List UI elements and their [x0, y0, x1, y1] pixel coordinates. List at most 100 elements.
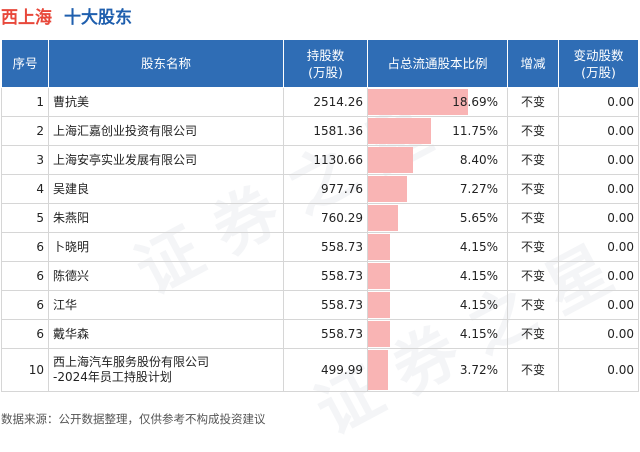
shares-cell: 1581.36: [283, 116, 368, 146]
ratio-bar: [368, 118, 431, 144]
ratio-cell: 3.72%: [367, 348, 508, 392]
table-row: 4 吴建良 977.76 7.27% 不变 0.00: [1, 174, 639, 204]
ratio-value: 7.27%: [459, 181, 498, 196]
ratio-value: 18.69%: [452, 94, 498, 109]
col-header-change: 增减: [507, 39, 559, 88]
shareholders-table: 序号 股东名称 持股数 (万股) 占总流通股本比例 增减 变动股数 (万股) 1…: [1, 39, 639, 392]
ratio-cell: 7.27%: [367, 174, 508, 204]
rank-cell: 3: [1, 145, 49, 175]
shares-cell: 2514.26: [283, 87, 368, 117]
table-row: 3 上海安亭实业发展有限公司 1130.66 8.40% 不变 0.00: [1, 145, 639, 175]
shares-cell: 760.29: [283, 203, 368, 233]
change-amount-cell: 0.00: [558, 348, 639, 392]
col-header-amount: 变动股数 (万股): [558, 39, 639, 88]
shares-cell: 558.73: [283, 261, 368, 291]
ratio-value: 3.72%: [459, 362, 498, 377]
table-row: 1 曹抗美 2514.26 18.69% 不变 0.00: [1, 87, 639, 117]
change-cell: 不变: [507, 348, 559, 392]
ratio-value: 4.15%: [459, 297, 498, 312]
rank-cell: 6: [1, 232, 49, 262]
holder-name-cell: 上海安亭实业发展有限公司: [48, 145, 284, 175]
ratio-cell: 4.15%: [367, 261, 508, 291]
holder-name-cell: 卜晓明: [48, 232, 284, 262]
change-amount-cell: 0.00: [558, 145, 639, 175]
company-name: 西上海: [1, 7, 52, 28]
shares-cell: 499.99: [283, 348, 368, 392]
shares-cell: 1130.66: [283, 145, 368, 175]
holder-name-cell: 吴建良: [48, 174, 284, 204]
ratio-cell: 5.65%: [367, 203, 508, 233]
ratio-value: 4.15%: [459, 268, 498, 283]
change-cell: 不变: [507, 261, 559, 291]
data-source-note: 数据来源：公开数据整理，仅供参考不构成投资建议: [1, 412, 266, 426]
change-cell: 不变: [507, 87, 559, 117]
change-amount-cell: 0.00: [558, 174, 639, 204]
holder-name-cell: 西上海汽车服务股份有限公司 -2024年员工持股计划: [48, 348, 284, 392]
rank-cell: 6: [1, 261, 49, 291]
change-amount-cell: 0.00: [558, 232, 639, 262]
table-row: 10 西上海汽车服务股份有限公司 -2024年员工持股计划 499.99 3.72% 不…: [1, 348, 639, 392]
rank-cell: 10: [1, 348, 49, 392]
table-header-row: 序号 股东名称 持股数 (万股) 占总流通股本比例 增减 变动股数 (万股): [1, 39, 639, 88]
ratio-cell: 4.15%: [367, 290, 508, 320]
change-amount-cell: 0.00: [558, 116, 639, 146]
change-cell: 不变: [507, 290, 559, 320]
rank-cell: 2: [1, 116, 49, 146]
ratio-value: 4.15%: [459, 326, 498, 341]
ratio-bar: [368, 176, 407, 202]
change-cell: 不变: [507, 319, 559, 349]
ratio-value: 4.15%: [459, 239, 498, 254]
ratio-bar: [368, 321, 391, 347]
ratio-bar: [368, 205, 399, 231]
ratio-cell: 8.40%: [367, 145, 508, 175]
table-row: 6 江华 558.73 4.15% 不变 0.00: [1, 290, 639, 320]
ratio-cell: 11.75%: [367, 116, 508, 146]
holder-name-cell: 朱燕阳: [48, 203, 284, 233]
shares-cell: 977.76: [283, 174, 368, 204]
ratio-cell: 4.15%: [367, 319, 508, 349]
col-header-ratio: 占总流通股本比例: [367, 39, 508, 88]
page-title: 西上海 十大股东: [1, 3, 132, 28]
holder-name-cell: 上海汇嘉创业投资有限公司: [48, 116, 284, 146]
rank-cell: 5: [1, 203, 49, 233]
ratio-bar: [368, 292, 391, 318]
table-row: 6 陈德兴 558.73 4.15% 不变 0.00: [1, 261, 639, 291]
rank-cell: 6: [1, 290, 49, 320]
change-amount-cell: 0.00: [558, 290, 639, 320]
rank-cell: 6: [1, 319, 49, 349]
rank-cell: 1: [1, 87, 49, 117]
col-header-shares: 持股数 (万股): [283, 39, 368, 88]
holder-name-cell: 江华: [48, 290, 284, 320]
ratio-cell: 4.15%: [367, 232, 508, 262]
change-cell: 不变: [507, 174, 559, 204]
ratio-bar: [368, 234, 391, 260]
ratio-bar: [368, 89, 469, 115]
ratio-value: 8.40%: [459, 152, 498, 167]
change-amount-cell: 0.00: [558, 261, 639, 291]
ratio-value: 11.75%: [452, 123, 498, 138]
change-cell: 不变: [507, 145, 559, 175]
shares-cell: 558.73: [283, 290, 368, 320]
change-amount-cell: 0.00: [558, 319, 639, 349]
change-cell: 不变: [507, 203, 559, 233]
table-row: 2 上海汇嘉创业投资有限公司 1581.36 11.75% 不变 0.00: [1, 116, 639, 146]
holder-name-cell: 陈德兴: [48, 261, 284, 291]
table-row: 6 戴华森 558.73 4.15% 不变 0.00: [1, 319, 639, 349]
table-row: 6 卜晓明 558.73 4.15% 不变 0.00: [1, 232, 639, 262]
change-cell: 不变: [507, 116, 559, 146]
rank-cell: 4: [1, 174, 49, 204]
ratio-bar: [368, 147, 413, 173]
shares-cell: 558.73: [283, 232, 368, 262]
table-row: 5 朱燕阳 760.29 5.65% 不变 0.00: [1, 203, 639, 233]
ratio-cell: 18.69%: [367, 87, 508, 117]
ratio-value: 5.65%: [459, 210, 498, 225]
holder-name-cell: 曹抗美: [48, 87, 284, 117]
col-header-rank: 序号: [1, 39, 49, 88]
ratio-bar: [368, 350, 388, 390]
change-amount-cell: 0.00: [558, 203, 639, 233]
shares-cell: 558.73: [283, 319, 368, 349]
ratio-bar: [368, 263, 391, 289]
change-amount-cell: 0.00: [558, 87, 639, 117]
title-subtitle: 十大股东: [64, 7, 132, 28]
change-cell: 不变: [507, 232, 559, 262]
